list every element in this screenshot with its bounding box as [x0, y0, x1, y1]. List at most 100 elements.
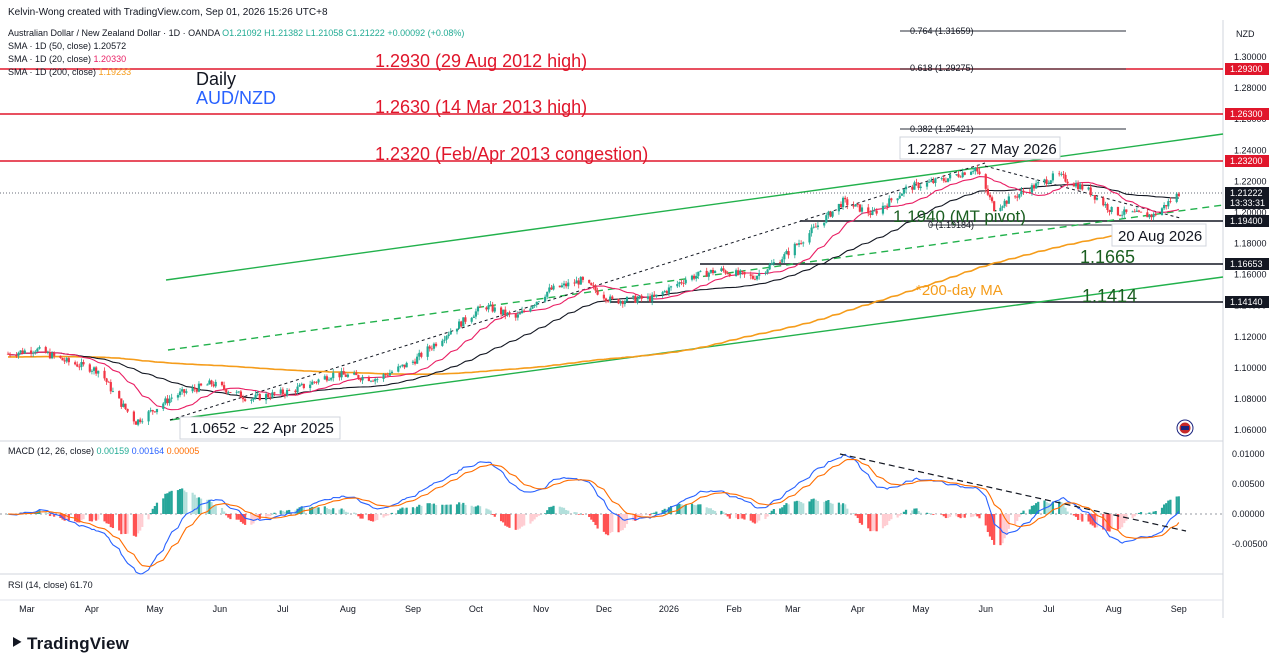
- candle-body: [1137, 210, 1141, 212]
- candle-body: [168, 398, 171, 404]
- candle-body: [388, 372, 391, 376]
- candle-body: [625, 297, 629, 302]
- macd-bar: [325, 507, 329, 514]
- candle-body: [856, 204, 859, 205]
- macd-bar: [474, 506, 478, 514]
- candle-body: [19, 350, 22, 353]
- time-axis[interactable]: Mar Apr May Jun Jul Aug Sep Oct Nov Dec 2026 Feb Mar…: [19, 604, 1187, 614]
- macd-bar: [1064, 507, 1067, 514]
- macd-bar: [898, 514, 901, 516]
- candle-body: [88, 364, 91, 372]
- macd-bar: [588, 514, 591, 518]
- candle-body: [886, 205, 889, 207]
- candle-body: [516, 314, 519, 318]
- flag-icon[interactable]: [1176, 419, 1194, 437]
- candle-body: [565, 283, 568, 287]
- candle-body: [1028, 191, 1031, 193]
- macd-bar: [300, 506, 303, 514]
- candle-body: [367, 376, 370, 382]
- macd-bar: [575, 512, 578, 514]
- candle-body: [726, 273, 729, 275]
- macd-bar: [267, 514, 270, 517]
- candle-body: [493, 307, 496, 312]
- macd-bar: [867, 514, 870, 529]
- macd-bar: [560, 507, 564, 514]
- candle-body: [1079, 184, 1082, 190]
- candle-body: [875, 210, 878, 214]
- candle-body: [680, 282, 683, 284]
- candle-body: [575, 280, 578, 284]
- candle-body: [1125, 209, 1128, 212]
- macd-bar: [1035, 503, 1038, 514]
- candle-body: [206, 384, 209, 386]
- candle-body: [766, 269, 769, 273]
- candle-body: [961, 172, 964, 178]
- candle-body: [1035, 183, 1038, 189]
- macd-bar: [214, 505, 217, 514]
- time-axis-label: Jun: [213, 604, 228, 614]
- macd-bar: [1005, 514, 1008, 536]
- macd-bar: [1066, 511, 1069, 514]
- macd-bar: [523, 514, 526, 526]
- macd-bar: [881, 514, 885, 529]
- macd-bar: [839, 504, 843, 514]
- macd-axis[interactable]: 0.01000 0.00500 0.00000 -0.00500: [1232, 449, 1268, 549]
- macd-bar: [1169, 499, 1172, 514]
- price-tag-bg: [1225, 215, 1269, 227]
- macd-bar: [959, 514, 962, 519]
- candle-body: [753, 278, 757, 280]
- candle-body: [294, 390, 297, 393]
- timeframe-title: Daily: [196, 69, 236, 89]
- macd-bar: [225, 514, 228, 516]
- tradingview-logo[interactable]: ⯈ TradingView: [10, 634, 129, 654]
- candle-body: [1175, 193, 1178, 202]
- macd-bar: [441, 504, 444, 514]
- macd-bar: [787, 504, 790, 514]
- macd-bar: [699, 504, 702, 514]
- candle-body: [617, 298, 620, 304]
- candle-body: [978, 171, 981, 175]
- candle-body: [403, 364, 406, 368]
- macd-bar: [111, 514, 115, 529]
- candle-body: [53, 352, 56, 356]
- macd-bar: [281, 510, 284, 514]
- candle-body: [588, 279, 591, 283]
- candle-body: [604, 298, 608, 301]
- macd-bar: [726, 514, 729, 517]
- candle-body: [768, 264, 771, 270]
- candle-body: [120, 398, 123, 407]
- sma-50-line: [7, 184, 1179, 400]
- macd-bar: [220, 507, 224, 514]
- macd-bar: [548, 507, 551, 514]
- candle-body: [544, 296, 547, 302]
- candle-body: [390, 371, 394, 373]
- macd-bar: [1102, 514, 1105, 530]
- candle-body: [1106, 204, 1109, 210]
- candle-body: [844, 197, 847, 200]
- macd-bar: [655, 511, 658, 514]
- macd-bar: [118, 514, 121, 531]
- candle-body: [63, 360, 66, 362]
- macd-bar: [1089, 514, 1092, 525]
- rsi-legend: RSI (14, close) 61.70: [8, 580, 93, 590]
- candle-body: [619, 301, 622, 304]
- candle-body: [636, 298, 639, 303]
- candle-body: [434, 343, 438, 346]
- candle-body: [225, 389, 228, 393]
- price-tag-label: 1.16653: [1230, 259, 1263, 269]
- candle-body: [241, 397, 245, 400]
- macd-bar: [227, 514, 230, 518]
- macd-bar: [558, 506, 561, 514]
- macd-bar: [913, 508, 916, 514]
- candle-body: [61, 357, 64, 361]
- macd-bar: [181, 488, 184, 514]
- candle-body: [227, 392, 230, 394]
- macd-bar: [579, 513, 582, 515]
- candle-body: [533, 304, 536, 307]
- currency-label: NZD: [1236, 29, 1255, 39]
- macd-bar: [273, 512, 276, 514]
- candle-body: [256, 393, 259, 395]
- macd-bar: [120, 514, 123, 535]
- candle-body: [476, 306, 480, 312]
